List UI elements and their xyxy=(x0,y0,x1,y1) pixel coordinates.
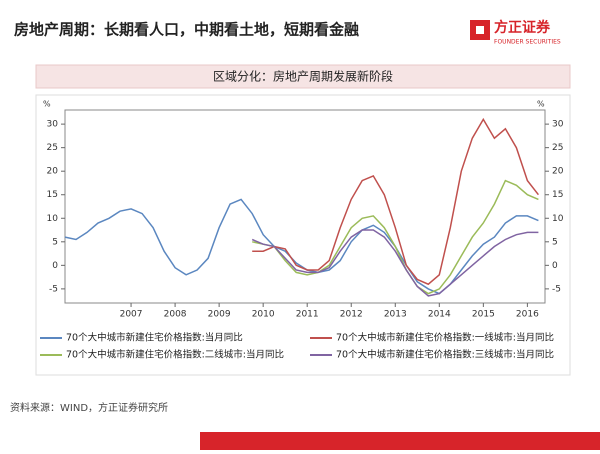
y2-tick-label: 25 xyxy=(552,143,563,153)
y2-tick-label: 10 xyxy=(552,214,564,224)
y-tick-label: 30 xyxy=(47,120,59,130)
logo-subtext: FOUNDER SECURITIES xyxy=(494,39,561,46)
source: 资料来源：WIND，方正证券研究所 xyxy=(10,401,168,414)
y-tick-label: 0 xyxy=(52,261,58,271)
series-line xyxy=(64,198,539,295)
y2-tick-label: 30 xyxy=(552,120,564,130)
legend-label: 70个大中城市新建住宅价格指数:一线城市:当月同比 xyxy=(336,332,554,344)
subtitle: 区域分化：房地产周期发展新阶段 xyxy=(213,69,393,84)
slide-title: 房地产周期：长期看人口，中期看土地，短期看金融 xyxy=(14,21,359,39)
y2-axis-unit: % xyxy=(537,100,545,109)
plot-frame xyxy=(64,109,546,304)
chart-frame xyxy=(35,94,571,376)
legend-label: 70个大中城市新建住宅价格指数:三线城市:当月同比 xyxy=(336,349,554,361)
series-line xyxy=(251,229,539,297)
subtitle-box xyxy=(35,64,571,89)
series-line xyxy=(252,117,539,286)
legend-label: 70个大中城市新建住宅价格指数:当月同比 xyxy=(66,332,243,344)
logo-text: 方正证券 xyxy=(494,19,551,36)
y2-tick-label: -5 xyxy=(552,284,561,294)
y-tick-label: 15 xyxy=(47,190,58,200)
x-tick-label: 2016 xyxy=(516,310,539,320)
x-tick-label: 2008 xyxy=(164,310,187,320)
y-axis-unit: % xyxy=(43,100,51,109)
y2-tick-label: 20 xyxy=(552,167,564,177)
y-tick-label: 10 xyxy=(47,214,59,224)
y-tick-label: 20 xyxy=(47,167,59,177)
x-tick-label: 2011 xyxy=(296,310,319,320)
x-tick-label: 2013 xyxy=(384,310,407,320)
legend-label: 70个大中城市新建住宅价格指数:二线城市:当月同比 xyxy=(66,349,284,361)
footer-bar xyxy=(200,432,600,450)
x-tick-label: 2012 xyxy=(340,310,363,320)
x-tick-label: 2010 xyxy=(252,310,275,320)
logo-mark-inner xyxy=(476,26,484,34)
series-line xyxy=(252,179,539,295)
y-tick-label: 25 xyxy=(47,143,58,153)
x-tick-label: 2015 xyxy=(472,310,495,320)
x-tick-label: 2014 xyxy=(428,310,451,320)
y2-tick-label: 0 xyxy=(552,261,558,271)
y2-tick-label: 5 xyxy=(552,237,558,247)
y2-tick-label: 15 xyxy=(552,190,563,200)
x-tick-label: 2009 xyxy=(208,310,231,320)
y-tick-label: 5 xyxy=(52,237,58,247)
x-tick-label: 2007 xyxy=(120,310,143,320)
y-tick-label: -5 xyxy=(49,284,58,294)
